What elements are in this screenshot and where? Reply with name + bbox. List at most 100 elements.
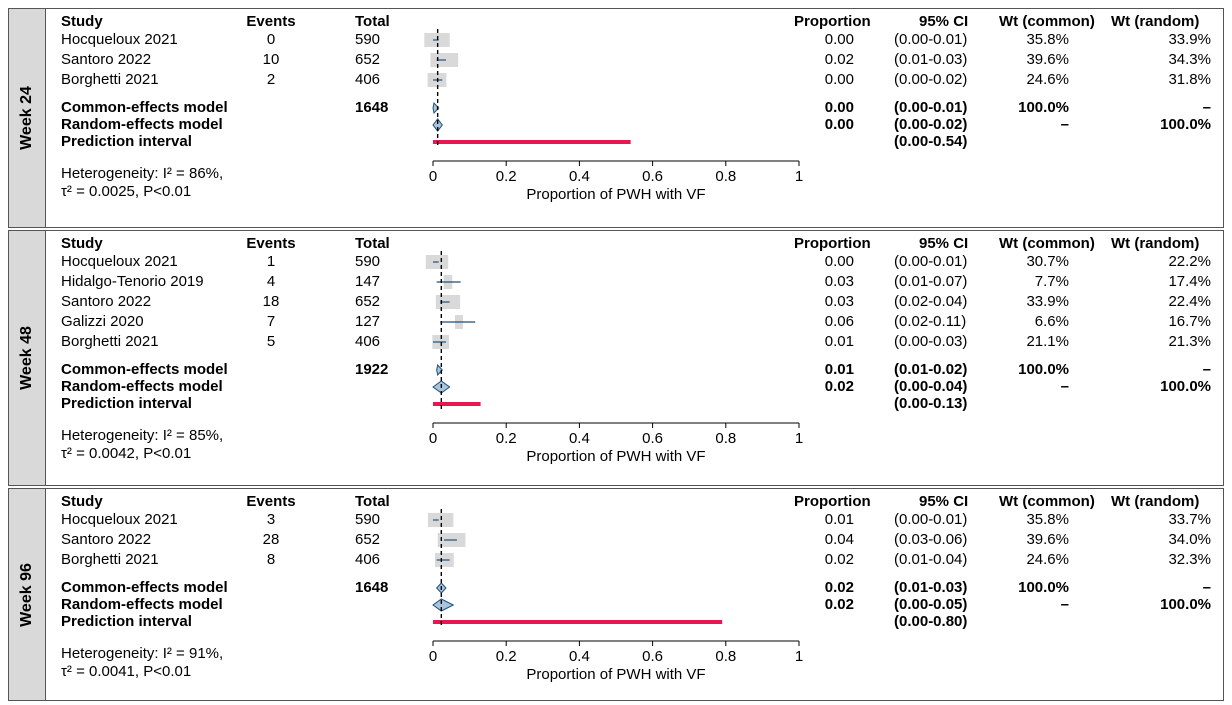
panel-label: Week 48 xyxy=(18,326,35,390)
study-events: 0 xyxy=(266,31,276,48)
study-wt-random: 33.9% xyxy=(1168,31,1211,48)
common-wt-random: – xyxy=(1202,361,1211,378)
x-tick-label: 0.4 xyxy=(569,648,590,665)
prediction-ci: (0.00-0.13) xyxy=(894,395,968,412)
study-name: Santoro 2022 xyxy=(61,51,152,68)
study-ci: (0.00-0.01) xyxy=(894,253,968,270)
study-total: 590 xyxy=(355,253,381,270)
random-wt-random: 100.0% xyxy=(1160,116,1211,133)
header-wt-common: Wt (common) xyxy=(999,493,1095,510)
study-events: 28 xyxy=(262,531,280,548)
study-name: Hocqueloux 2021 xyxy=(61,511,178,528)
model-label-common: Common-effects model xyxy=(61,361,228,378)
common-wt-common: 100.0% xyxy=(1018,99,1069,116)
forest-plot-area: 0 0.2 0.4 0.6 0.8 1 Proportion of PWH with VF xyxy=(424,29,803,203)
x-tick-label: 0 xyxy=(429,430,437,447)
heterogeneity-line-1: Heterogeneity: I² = 86%, xyxy=(61,165,224,182)
common-total: 1648 xyxy=(355,579,389,596)
study-ci: (0.00-0.02) xyxy=(894,71,968,88)
study-events: 10 xyxy=(262,51,280,68)
random-effects-diamond xyxy=(432,118,443,132)
study-wt-random: 21.3% xyxy=(1168,333,1211,350)
header-ci: 95% CI xyxy=(919,13,969,30)
study-ci: (0.02-0.04) xyxy=(894,293,968,310)
header-wt-common: Wt (common) xyxy=(999,13,1095,30)
study-events: 3 xyxy=(266,511,276,528)
study-name: Borghetti 2021 xyxy=(61,551,159,568)
study-name: Santoro 2022 xyxy=(61,293,152,310)
study-proportion: 0.03 xyxy=(824,273,854,290)
common-total: 1922 xyxy=(355,361,389,378)
common-ci: (0.01-0.03) xyxy=(894,579,968,596)
header-proportion: Proportion xyxy=(794,493,871,510)
study-wt-random: 34.0% xyxy=(1168,531,1211,548)
study-ci: (0.01-0.03) xyxy=(894,51,968,68)
study-total: 127 xyxy=(355,313,381,330)
study-wt-random: 32.3% xyxy=(1168,551,1211,568)
study-total: 147 xyxy=(355,273,381,290)
x-tick-label: 1 xyxy=(795,648,803,665)
x-tick-label: 0.6 xyxy=(642,168,663,185)
common-ci: (0.00-0.01) xyxy=(894,99,968,116)
forest-panel-week-96: Week 96 Study Events Total Proportion 95% CI W… xyxy=(8,488,1224,701)
study-wt-common: 35.8% xyxy=(1026,511,1069,528)
random-ci: (0.00-0.05) xyxy=(894,596,968,613)
study-wt-common: 7.7% xyxy=(1034,273,1069,290)
study-total: 406 xyxy=(355,71,381,88)
model-label-random: Random-effects model xyxy=(61,378,223,395)
study-name: Galizzi 2020 xyxy=(61,313,144,330)
study-wt-common: 39.6% xyxy=(1026,531,1069,548)
x-tick-label: 0 xyxy=(429,648,437,665)
random-wt-common: – xyxy=(1060,596,1069,613)
x-tick-label: 0.2 xyxy=(496,430,517,447)
prediction-interval-bar xyxy=(433,402,481,406)
x-axis-title: Proportion of PWH with VF xyxy=(526,448,705,465)
study-events: 8 xyxy=(266,551,276,568)
random-wt-common: – xyxy=(1060,378,1069,395)
heterogeneity-line-2: τ² = 0.0025, P<0.01 xyxy=(61,183,192,200)
x-tick-label: 0.2 xyxy=(496,648,517,665)
header-events: Events xyxy=(246,493,296,510)
panel-label-cell: Week 24 xyxy=(9,9,46,227)
panel-label-cell: Week 96 xyxy=(9,489,46,700)
header-study: Study xyxy=(61,493,103,510)
header-proportion: Proportion xyxy=(794,235,871,252)
study-proportion: 0.06 xyxy=(824,313,854,330)
model-label-prediction: Prediction interval xyxy=(61,395,192,412)
study-name: Borghetti 2021 xyxy=(61,333,159,350)
study-wt-random: 16.7% xyxy=(1168,313,1211,330)
random-effects-diamond xyxy=(432,598,455,612)
header-events: Events xyxy=(246,235,296,252)
study-total: 590 xyxy=(355,31,381,48)
study-wt-random: 34.3% xyxy=(1168,51,1211,68)
header-total: Total xyxy=(355,493,390,510)
study-wt-common: 24.6% xyxy=(1026,71,1069,88)
random-proportion: 0.02 xyxy=(824,378,854,395)
heterogeneity-line-1: Heterogeneity: I² = 91%, xyxy=(61,645,224,662)
common-proportion: 0.02 xyxy=(824,579,854,596)
x-axis-title: Proportion of PWH with VF xyxy=(526,666,705,683)
common-wt-common: 100.0% xyxy=(1018,579,1069,596)
study-name: Hidalgo-Tenorio 2019 xyxy=(61,273,204,290)
study-wt-common: 6.6% xyxy=(1034,313,1069,330)
common-effects-diamond xyxy=(432,101,440,115)
study-wt-random: 31.8% xyxy=(1168,71,1211,88)
study-total: 406 xyxy=(355,333,381,350)
x-tick-label: 0.8 xyxy=(715,168,736,185)
study-proportion: 0.02 xyxy=(824,551,854,568)
study-wt-common: 35.8% xyxy=(1026,31,1069,48)
header-ci: 95% CI xyxy=(919,235,969,252)
study-wt-common: 39.6% xyxy=(1026,51,1069,68)
study-proportion: 0.00 xyxy=(824,71,854,88)
model-label-common: Common-effects model xyxy=(61,99,228,116)
x-axis-title: Proportion of PWH with VF xyxy=(526,186,705,203)
common-wt-common: 100.0% xyxy=(1018,361,1069,378)
study-wt-random: 22.2% xyxy=(1168,253,1211,270)
x-tick-label: 0.2 xyxy=(496,168,517,185)
common-proportion: 0.00 xyxy=(824,99,854,116)
study-ci: (0.01-0.04) xyxy=(894,551,968,568)
x-tick-label: 0.4 xyxy=(569,430,590,447)
header-wt-random: Wt (random) xyxy=(1111,235,1200,252)
study-events: 5 xyxy=(266,333,276,350)
header-ci: 95% CI xyxy=(919,493,969,510)
